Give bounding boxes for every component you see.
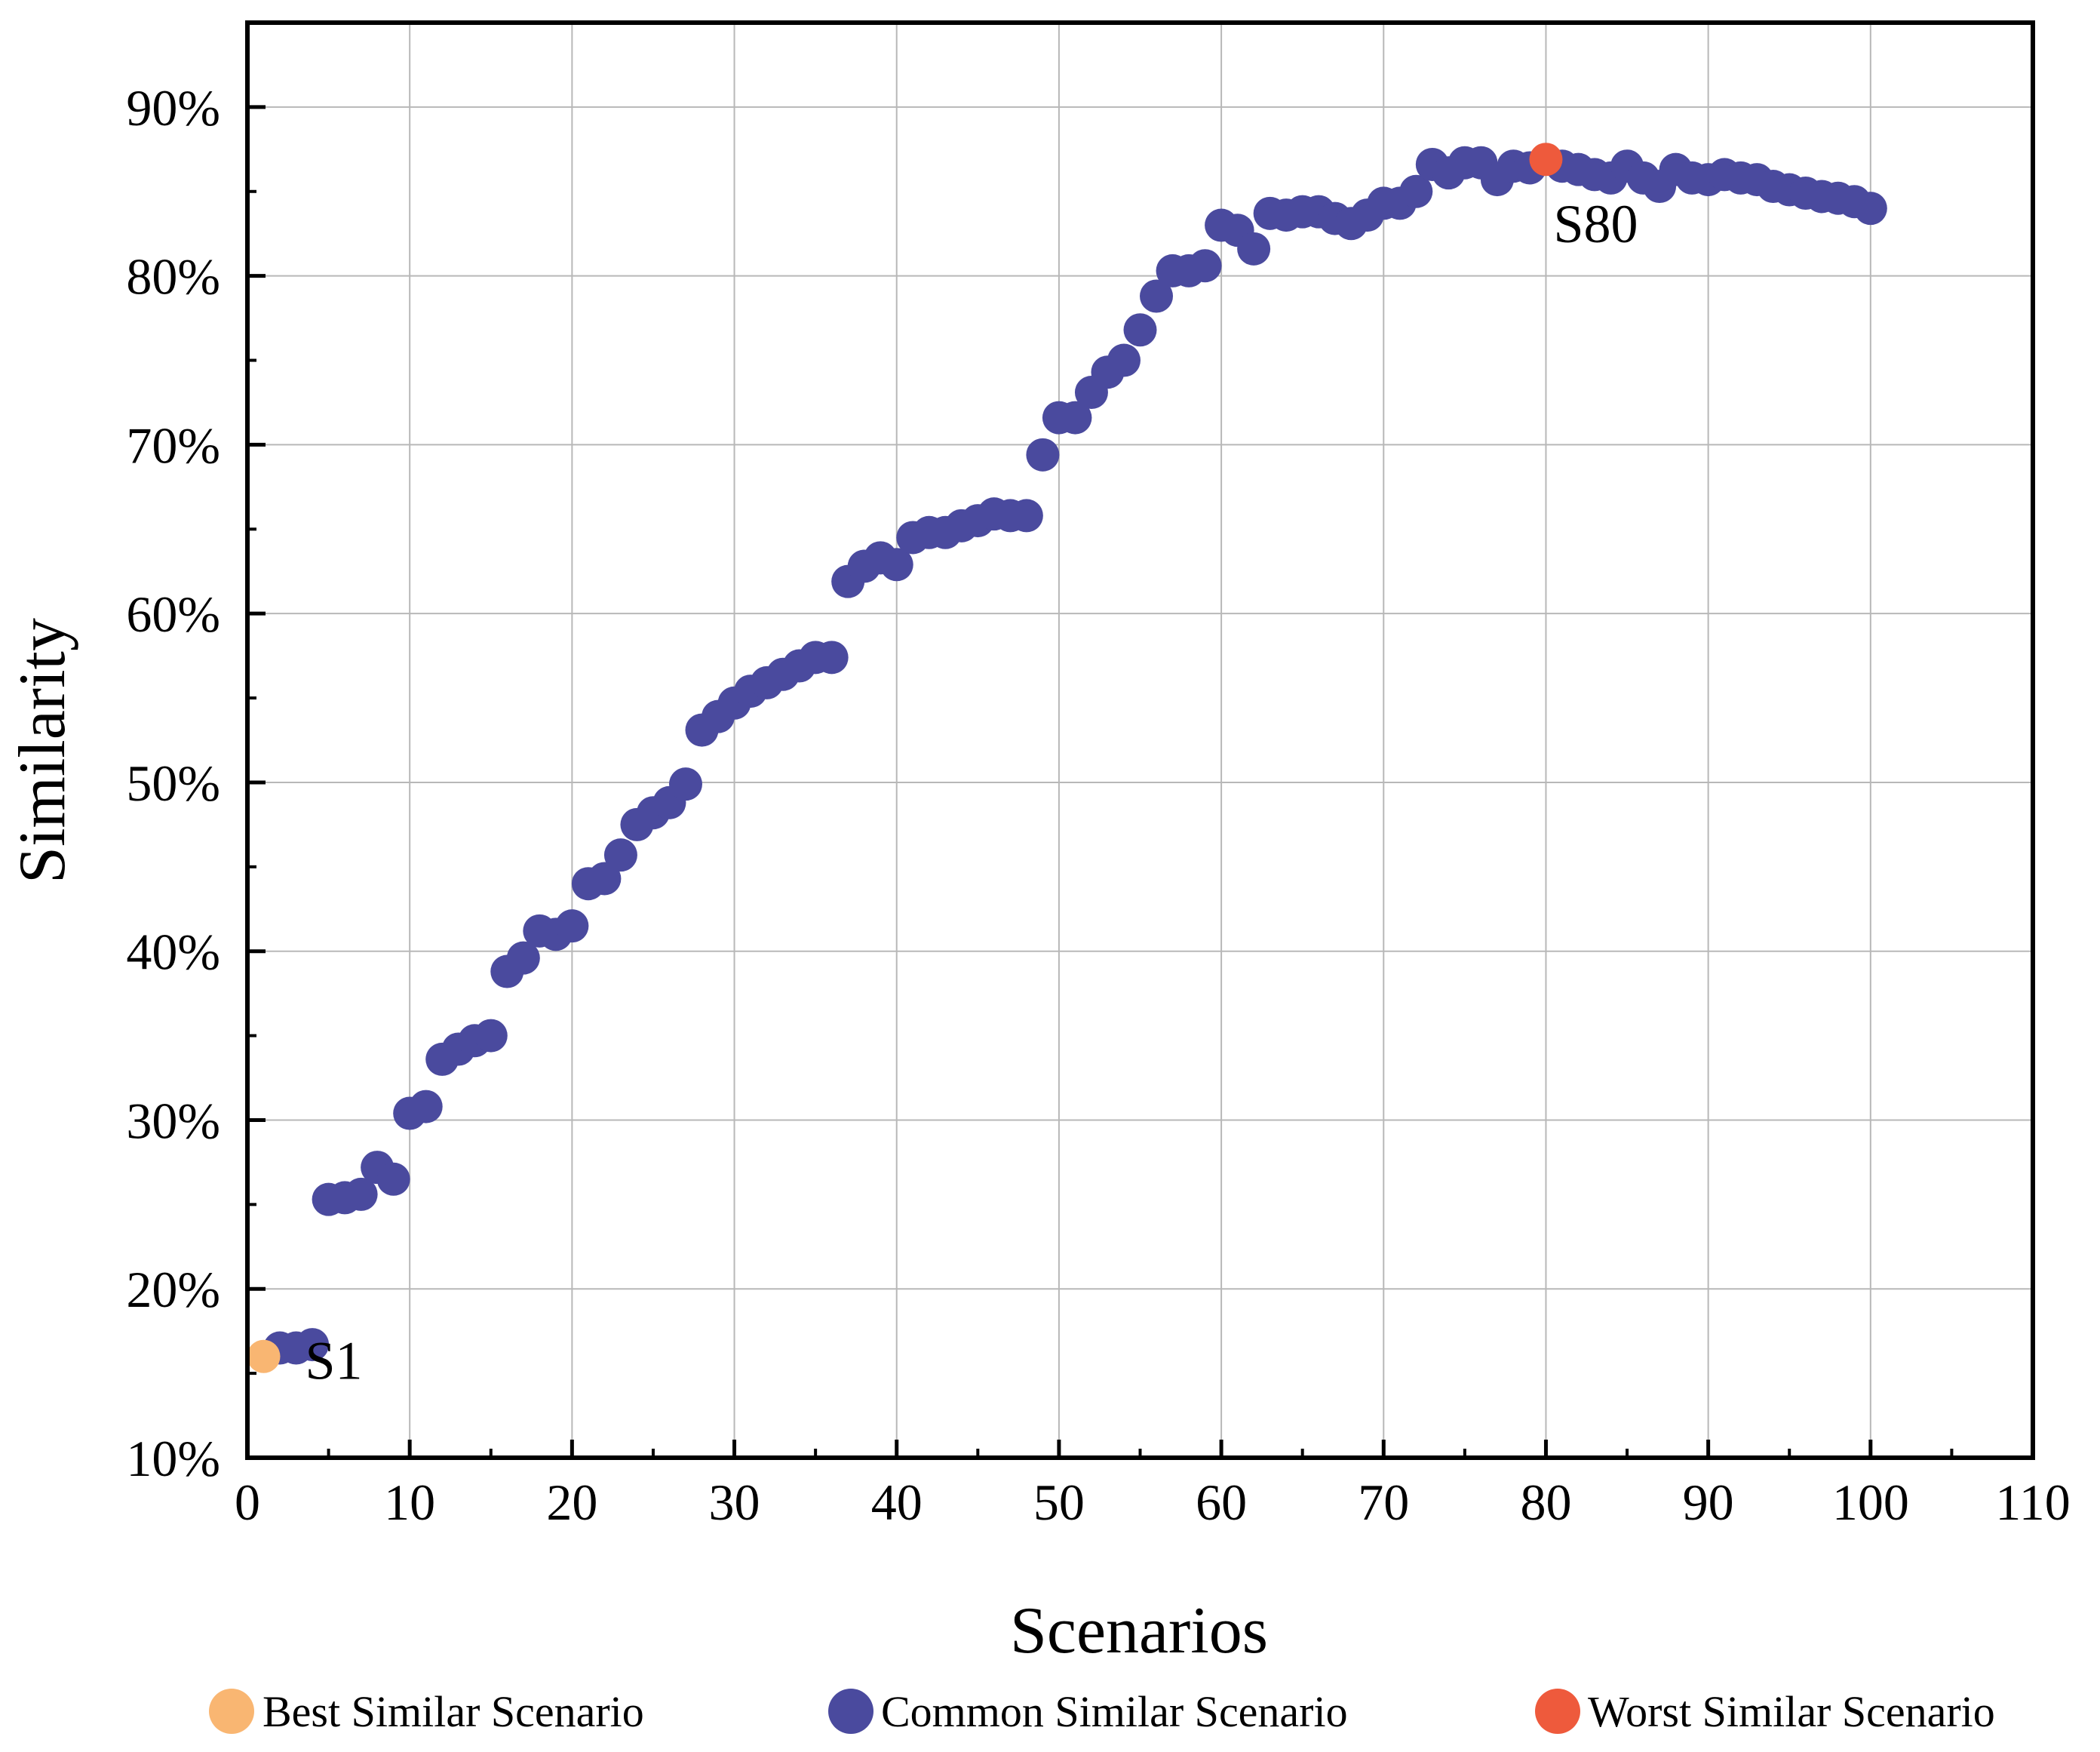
legend-label-best: Best Similar Scenario [262, 1687, 644, 1736]
common-point [376, 1162, 410, 1196]
y-tick-label: 20% [126, 1261, 220, 1318]
common-point [815, 641, 849, 675]
common-point [1399, 174, 1433, 208]
grid-lines [247, 23, 2033, 1458]
common-point [1853, 192, 1887, 226]
axis-ticks [245, 21, 2035, 1460]
legend-label-worst: Worst Similar Scenario [1588, 1687, 1995, 1736]
y-tick-label: 70% [126, 416, 220, 474]
x-tick-label: 40 [871, 1474, 923, 1531]
x-tick-label: 80 [1520, 1474, 1571, 1531]
common-point [1107, 343, 1141, 377]
annotation-s1: S1 [305, 1331, 363, 1391]
x-tick-label: 30 [709, 1474, 760, 1531]
y-tick-label: 50% [126, 755, 220, 812]
common-point [555, 909, 589, 943]
common-point [296, 1328, 330, 1362]
y-tick-label: 40% [126, 924, 220, 981]
y-axis-title: Similarity [6, 618, 79, 884]
common-point [603, 838, 637, 872]
common-point [344, 1177, 378, 1211]
common-point [1237, 232, 1271, 266]
legend-label-common: Common Similar Scenario [881, 1687, 1348, 1736]
data-points [247, 143, 1887, 1373]
common-point [668, 767, 702, 801]
common-point [1140, 279, 1174, 313]
y-tick-labels: 10% 20% 30% 40% 50% 60% 70% 80% 90% [126, 79, 220, 1487]
common-point [880, 548, 913, 582]
best-point [247, 1339, 281, 1373]
common-point [409, 1090, 443, 1123]
x-tick-label: 100 [1832, 1474, 1909, 1531]
worst-point [1529, 143, 1563, 177]
x-tick-label: 0 [235, 1474, 260, 1531]
x-axis-title: Scenarios [1010, 1594, 1268, 1667]
legend-marker-worst [1535, 1689, 1580, 1734]
common-point [1058, 401, 1092, 435]
legend: Best Similar Scenario Common Similar Sce… [209, 1687, 1995, 1736]
y-tick-label: 10% [126, 1430, 220, 1487]
x-tick-label: 70 [1358, 1474, 1409, 1531]
x-tick-label: 20 [546, 1474, 597, 1531]
common-point [1123, 313, 1157, 347]
x-tick-label: 110 [1995, 1474, 2070, 1531]
y-tick-label: 30% [126, 1092, 220, 1149]
common-point [506, 941, 540, 975]
y-tick-label: 90% [126, 79, 220, 137]
plot-frame [245, 20, 2035, 1460]
x-tick-label: 50 [1033, 1474, 1085, 1531]
annotation-s80: S80 [1553, 194, 1638, 254]
common-point [1026, 438, 1060, 472]
legend-marker-best [209, 1689, 254, 1734]
y-tick-label: 80% [126, 248, 220, 306]
common-point [474, 1019, 508, 1053]
common-point [588, 862, 622, 896]
annotations: S1 S80 [305, 194, 1638, 1391]
x-tick-label: 90 [1683, 1474, 1734, 1531]
common-point [1188, 249, 1222, 283]
legend-marker-common [828, 1689, 873, 1734]
x-tick-label: 10 [384, 1474, 435, 1531]
common-point [1009, 499, 1043, 533]
x-tick-labels: 0 10 20 30 40 50 60 70 80 90 100 110 [235, 1474, 2071, 1531]
y-tick-label: 60% [126, 586, 220, 643]
x-tick-label: 60 [1196, 1474, 1247, 1531]
